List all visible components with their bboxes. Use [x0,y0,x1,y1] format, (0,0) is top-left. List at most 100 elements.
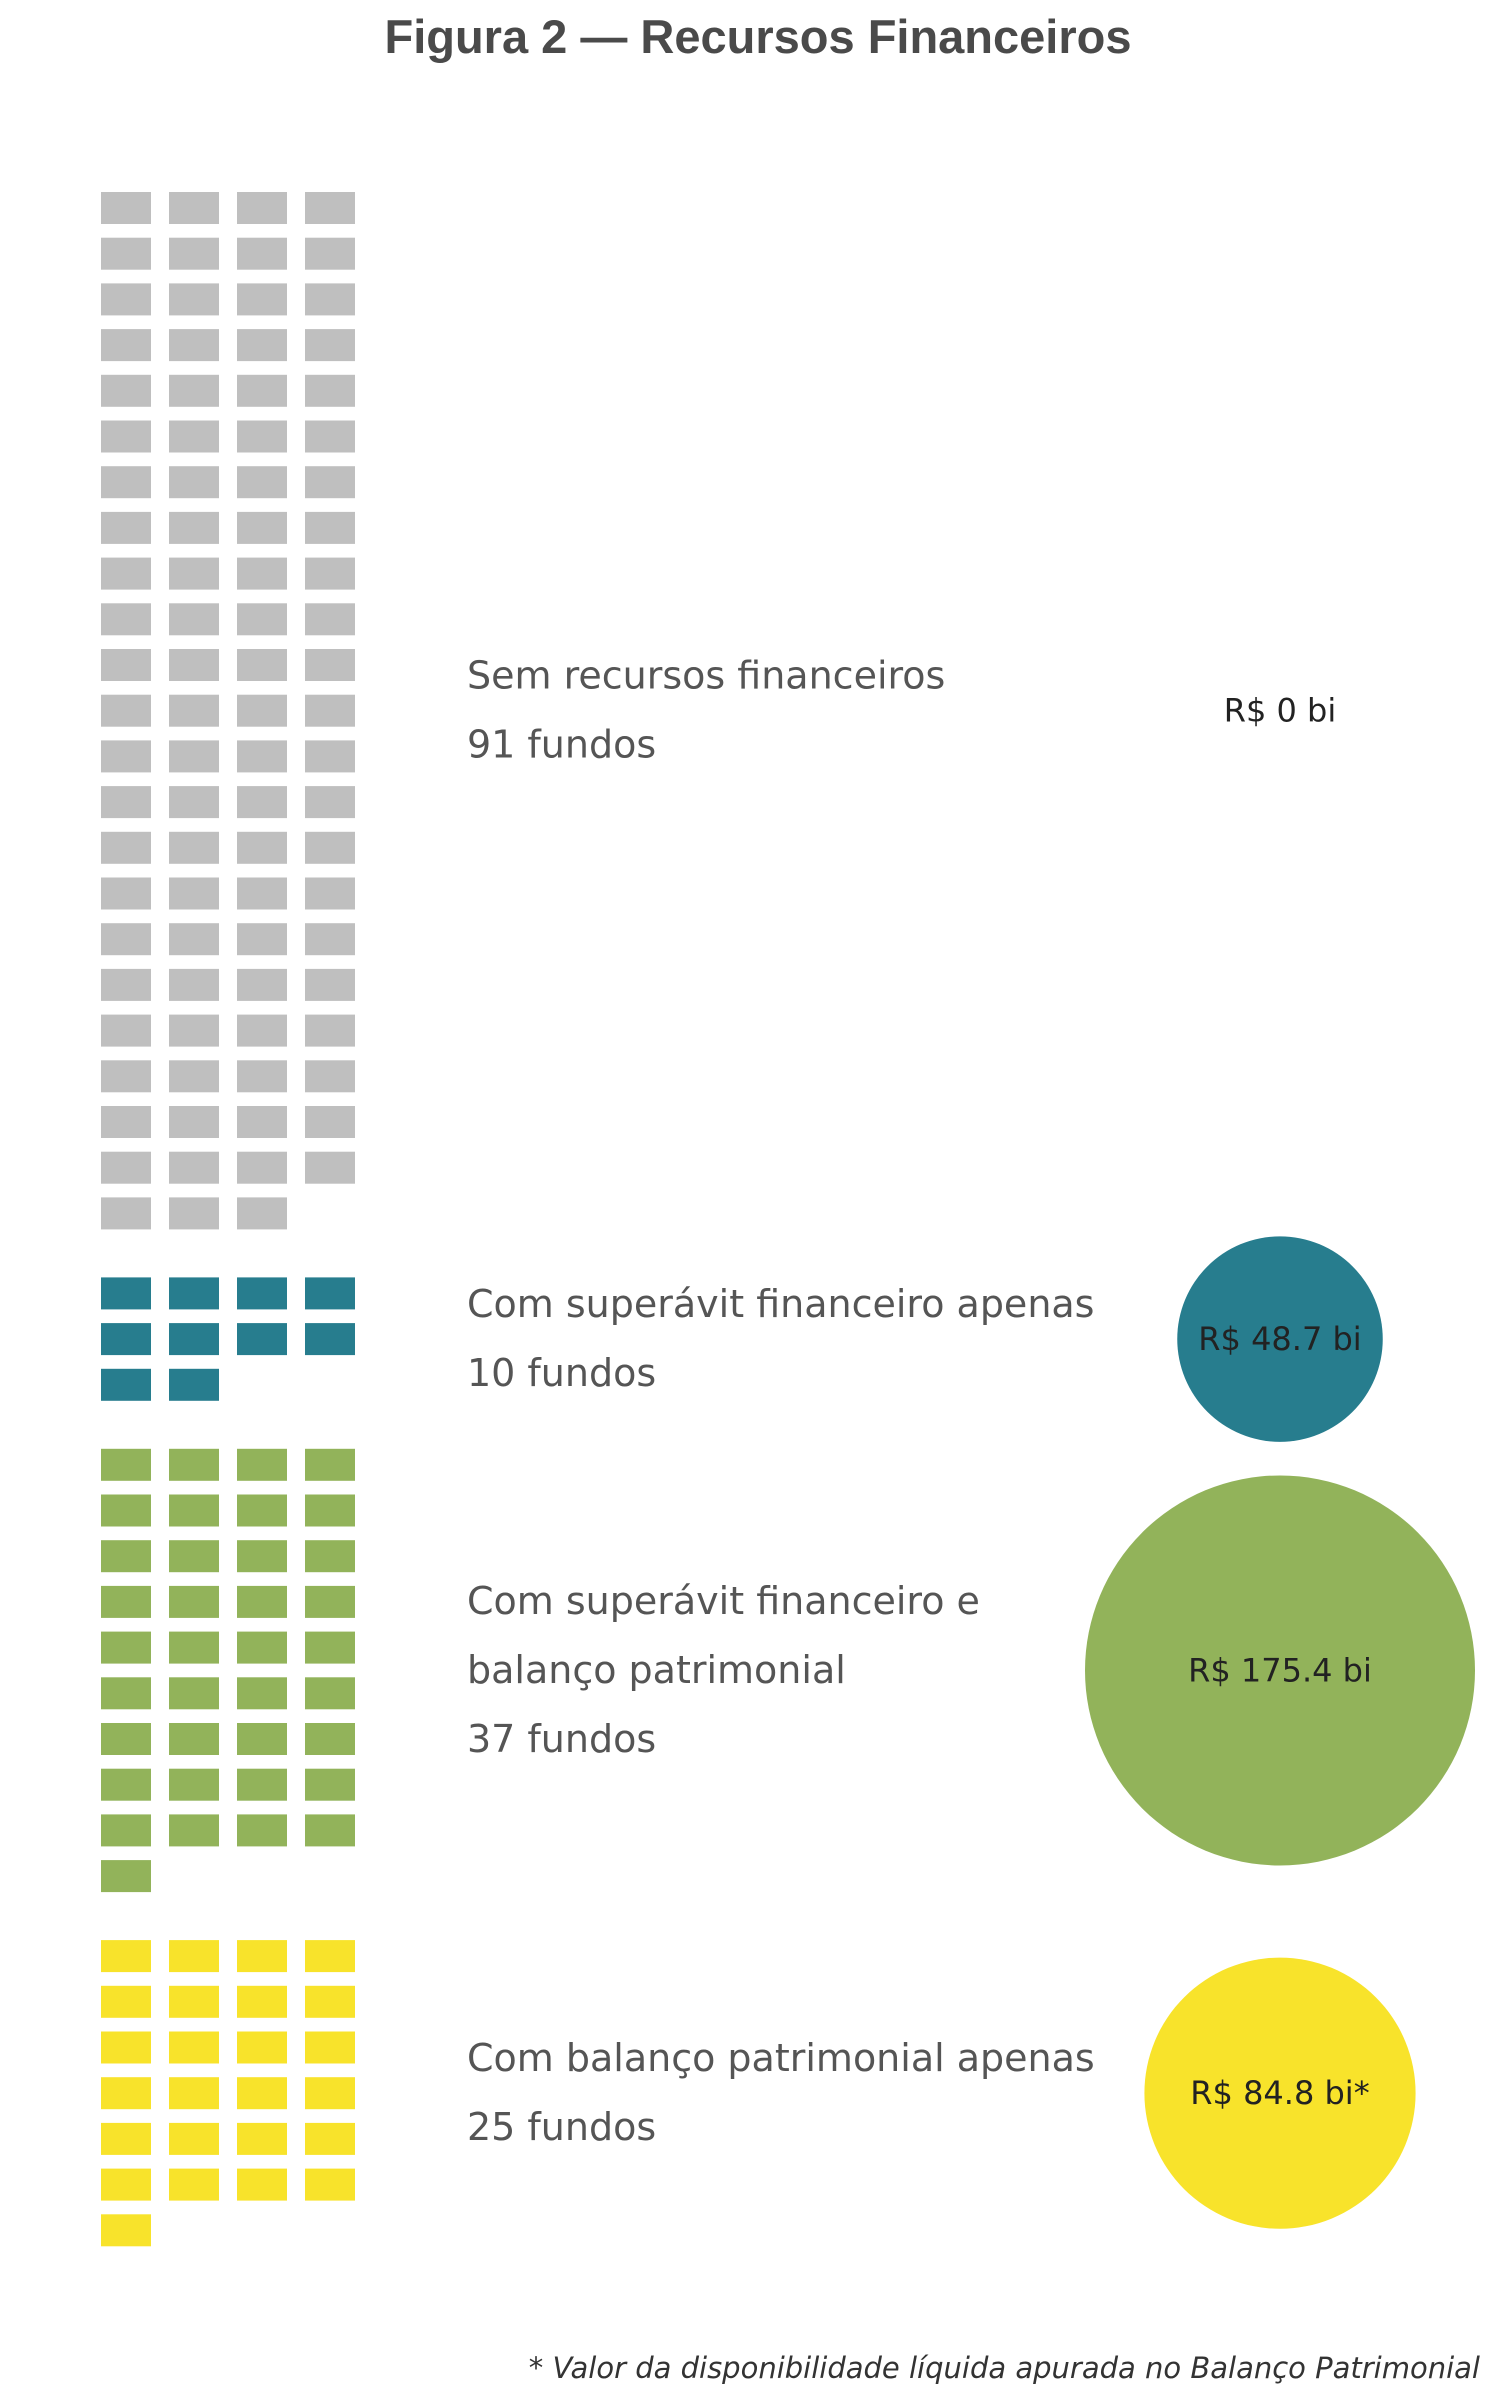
group-label-line: 25 fundos [467,2105,656,2149]
fund-cell [305,1448,355,1481]
fund-cell [305,1631,355,1664]
fund-cell [237,329,287,362]
fund-cell [169,1448,219,1481]
fund-cell [237,740,287,773]
footnote: * Valor da disponibilidade líquida apura… [529,2351,1480,2385]
fund-cell [237,1277,287,1310]
fund-cell [169,1060,219,1093]
fund-cell [305,557,355,590]
fund-cell [169,1723,219,1755]
fund-cell [237,1323,287,1356]
fund-cell [169,1768,219,1801]
fund-cell [305,1494,355,1527]
fund-cell [305,283,355,316]
fund-cell [169,649,219,681]
fund-cell [101,237,151,270]
value-label: R$ 48.7 bi [1198,1320,1361,1358]
fund-cell [101,1677,151,1710]
fund-cell [237,1940,287,1973]
fund-cell [305,329,355,362]
chart-title: Figura 2 — Recursos Financeiros [385,10,1132,63]
fund-cell [169,1985,219,2018]
fund-cell [305,649,355,681]
fund-cell [237,466,287,499]
fund-cell [237,1985,287,2018]
fund-cell [305,1540,355,1573]
fund-cell [305,1677,355,1710]
fund-cell [305,831,355,864]
fund-cell [101,1014,151,1047]
fund-cell [237,1014,287,1047]
fund-cell [101,2214,151,2247]
fund-cell [101,1540,151,1573]
value-bubble [1085,1475,1475,1866]
fund-cell [305,2031,355,2064]
fund-cell [305,1323,355,1356]
fund-cell [169,786,219,819]
fund-group-3: Com superávit financeiro e balanço patrim… [101,1448,1475,1893]
fund-cell [169,1106,219,1138]
group-label-line: Com superávit financeiro apenas [467,1282,1094,1326]
fund-cell [237,1494,287,1527]
fund-group-2: Com superávit financeiro apenas 10 fundos… [101,1236,1383,1442]
fund-cell [305,192,355,224]
fund-cell [101,1494,151,1527]
fund-cell [237,192,287,224]
fund-cell [169,1197,219,1230]
fund-cell [237,374,287,407]
fund-cell [237,968,287,1001]
fund-cell [237,1814,287,1847]
fund-cell [237,1106,287,1138]
fund-cell [169,1631,219,1664]
fund-cell [305,511,355,544]
fund-cell [101,2168,151,2201]
fund-cell [169,1540,219,1573]
fund-cell [237,1197,287,1230]
fund-cell [101,968,151,1001]
fund-cell [305,2077,355,2110]
fund-cell [101,1768,151,1801]
fund-cell [305,2168,355,2201]
fund-cell [169,2168,219,2201]
fund-cell [169,2122,219,2155]
fund-cell [237,511,287,544]
fund-cell [237,831,287,864]
fund-cell [237,1677,287,1710]
fund-cell [237,283,287,316]
fund-cell [237,557,287,590]
fund-cell [169,237,219,270]
fund-cell [169,283,219,316]
fund-cell [169,1277,219,1310]
fund-cell [169,740,219,773]
fund-cell [305,466,355,499]
fund-cell [305,877,355,910]
fund-cell [101,1814,151,1847]
fund-cell [101,283,151,316]
fund-cell [101,877,151,910]
fund-cell [305,374,355,407]
value-label: R$ 0 bi [1224,692,1337,730]
value-bubble [1177,1236,1383,1442]
fund-cell [169,1814,219,1847]
fund-cell [169,329,219,362]
fund-cell [169,511,219,544]
fund-cell [305,1985,355,2018]
fund-cell [101,420,151,453]
fund-cell [101,1860,151,1893]
fund-cell [169,831,219,864]
fund-cell [101,740,151,773]
fund-cell [305,1014,355,1047]
group-label-line: 37 fundos [467,1717,656,1761]
fund-cell [101,2031,151,2064]
fund-cell [305,694,355,727]
fund-cell [169,1494,219,1527]
group-label-line: 10 fundos [467,1351,656,1395]
fund-cell [101,1448,151,1481]
fund-cell [305,603,355,636]
fund-cell [169,2077,219,2110]
fund-cell [101,1323,151,1356]
fund-cell [169,1014,219,1047]
fund-cell [101,1985,151,2018]
fund-cell [101,1197,151,1230]
fund-cell [305,1151,355,1184]
